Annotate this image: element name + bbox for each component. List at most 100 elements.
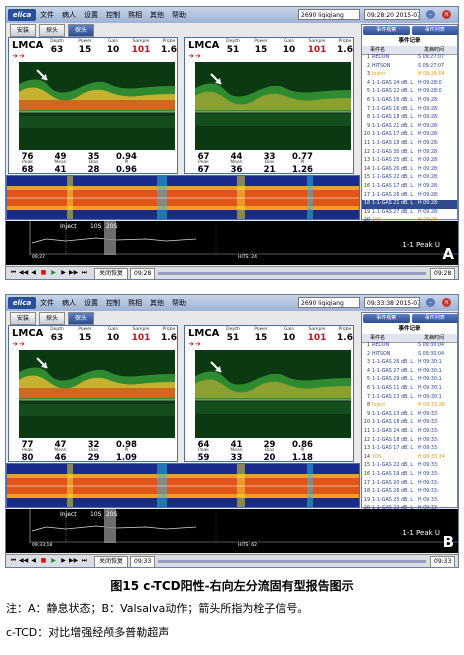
install-button[interactable]: 安装 xyxy=(10,24,37,37)
list-item[interactable]: 9 1-1-GAS 21 dB. L H 09:28: xyxy=(362,123,457,132)
list-item[interactable]: 18 1-1-GAS 26 dB. L H 09:33: xyxy=(362,488,457,497)
list-item[interactable]: 12 1-1-GAS 30 dB. L H 09:28: xyxy=(362,149,457,158)
menu-item-help[interactable]: 帮助 xyxy=(172,11,186,19)
menu-item-mode[interactable]: 熬相 xyxy=(128,299,142,307)
skip-start-icon[interactable]: ⏮ xyxy=(10,557,17,564)
list-item[interactable]: 5 1-1-GAS 22 dB. L H 09:28:0 xyxy=(362,88,457,97)
list-item[interactable]: 7 1-1-GAS 13 dB. L H 09:30:1 xyxy=(362,394,457,403)
stop-icon[interactable]: ■ xyxy=(40,269,47,276)
stop-icon[interactable]: ■ xyxy=(40,557,47,564)
menu-item-other[interactable]: 其他 xyxy=(150,11,164,19)
list-item[interactable]: 18 1-1-GAS 21 dB. L H 09:28: xyxy=(362,200,457,209)
list-item[interactable]: 201-1-GAS 22 dB. LH 09:33: xyxy=(362,505,457,514)
sample-value[interactable]: 101 xyxy=(307,333,327,343)
list-item[interactable]: 6 1-1-GAS 11 dB. L H 09:30:1 xyxy=(362,385,457,394)
list-item[interactable]: 9 1-1-GAS 13 dB. L H 09:33: xyxy=(362,411,457,420)
sample-value[interactable]: 101 xyxy=(131,333,151,343)
power-value[interactable]: 15 xyxy=(78,45,92,55)
list-item[interactable]: 11 1-1-GAS 18 dB. L H 09:28: xyxy=(362,140,457,149)
gain-value[interactable]: 10 xyxy=(282,333,296,343)
step-forward-icon[interactable]: ▶ xyxy=(61,269,66,276)
playback-slider[interactable] xyxy=(158,560,426,563)
depth-value[interactable]: 63 xyxy=(50,45,64,55)
power-value[interactable]: 15 xyxy=(78,333,92,343)
menu-item-patient[interactable]: 病人 xyxy=(62,11,76,19)
menu-item-control[interactable]: 控制 xyxy=(106,299,120,307)
skip-end-icon[interactable]: ⏭ xyxy=(81,557,88,564)
gain-value[interactable]: 10 xyxy=(106,333,120,343)
depth-value[interactable]: 51 xyxy=(226,333,240,343)
column-header-name[interactable]: 事件名 xyxy=(370,47,386,53)
install-button[interactable]: 安装 xyxy=(10,312,37,325)
list-item[interactable]: 19 1-1-GAS 27 dB. L H 09:28: xyxy=(362,209,457,218)
close-icon[interactable]: × xyxy=(442,10,451,19)
step-back-icon[interactable]: ◀ xyxy=(31,557,36,564)
rewind-icon[interactable]: ◀◀ xyxy=(19,269,29,276)
column-header-time[interactable]: 发病时间 xyxy=(424,47,445,53)
list-item[interactable]: 19 1-1-GAS 25 dB. L H 09:33: xyxy=(362,497,457,506)
list-item[interactable]: 14 1-1-GAS 26 dB. L H 09:28: xyxy=(362,166,457,175)
step-back-icon[interactable]: ◀ xyxy=(31,269,36,276)
list-item[interactable]: 10 1-1-GAS 18 dB. L H 09:33: xyxy=(362,419,457,428)
play-icon[interactable]: ▶ xyxy=(51,269,56,276)
probe-value[interactable]: 1.6 xyxy=(337,333,353,343)
gain-value[interactable]: 10 xyxy=(106,45,120,55)
patient-id-field[interactable]: 2690 liqiqiang xyxy=(298,297,360,308)
list-item[interactable]: 15 1-1-GAS 22 dB. L H 09:33: xyxy=(362,462,457,471)
list-item[interactable]: 7 1-1-GAS 16 dB. L H 09:28: xyxy=(362,106,457,115)
menu-item-patient[interactable]: 病人 xyxy=(62,299,76,307)
list-item[interactable]: 6 1-1-GAS 16 dB. L H 09:28: xyxy=(362,97,457,106)
event-list-button[interactable]: 事件列表 xyxy=(411,314,458,323)
list-item[interactable]: 14 10S H 09:33:34 xyxy=(362,454,457,463)
depth-value[interactable]: 51 xyxy=(226,45,240,55)
menu-item-file[interactable]: 文件 xyxy=(40,299,54,307)
list-item[interactable]: 12 1-1-GAS 18 dB. L H 09:33: xyxy=(362,437,457,446)
list-item[interactable]: 2 HITSON S 09:27:07 xyxy=(362,63,457,72)
event-view-button[interactable]: 事件观察 xyxy=(363,314,410,323)
event-view-button[interactable]: 事件观察 xyxy=(363,26,410,35)
sample-value[interactable]: 101 xyxy=(131,45,151,55)
power-value[interactable]: 15 xyxy=(254,45,268,55)
probe-button-1[interactable]: 探头 xyxy=(39,24,66,37)
probe-value[interactable]: 1.6 xyxy=(161,45,177,55)
list-item[interactable]: 1 RECON S 09:27:07 xyxy=(362,54,457,63)
rewind-icon[interactable]: ◀◀ xyxy=(19,557,29,564)
step-forward-icon[interactable]: ▶ xyxy=(61,557,66,564)
list-item[interactable]: 10 1-1-GAS 17 dB. L H 09:28: xyxy=(362,131,457,140)
fast-forward-icon[interactable]: ▶▶ xyxy=(69,269,79,276)
close-icon[interactable]: × xyxy=(442,298,451,307)
list-item[interactable]: 17 1-1-GAS 26 dB. L H 09:28: xyxy=(362,192,457,201)
fast-forward-icon[interactable]: ▶▶ xyxy=(69,557,79,564)
list-item[interactable]: 3 1-1-GAS 26 dB. L H 09:30:1 xyxy=(362,359,457,368)
list-item[interactable]: 15 1-1-GAS 22 dB. L H 09:28: xyxy=(362,174,457,183)
list-item[interactable]: 8 1-1-GAS 18 dB. L H 09:28: xyxy=(362,114,457,123)
list-item[interactable]: 8 Inject H 09:33:26 xyxy=(362,402,457,411)
close-restore-button[interactable]: 关闭恢复 xyxy=(94,268,129,279)
skip-start-icon[interactable]: ⏮ xyxy=(10,269,17,276)
skip-end-icon[interactable]: ⏭ xyxy=(81,269,88,276)
menu-item-mode[interactable]: 熬相 xyxy=(128,11,142,19)
close-restore-button[interactable]: 关闭恢复 xyxy=(94,556,129,567)
list-item[interactable]: 5 1-1-GAS 29 dB. L H 09:30:1 xyxy=(362,376,457,385)
column-header-name[interactable]: 事件名 xyxy=(370,335,386,341)
sample-value[interactable]: 101 xyxy=(307,45,327,55)
probe-button-2[interactable]: 探头 xyxy=(68,312,95,325)
probe-button-2[interactable]: 探头 xyxy=(68,24,95,37)
event-list-button[interactable]: 事件列表 xyxy=(411,26,458,35)
list-item[interactable]: 17 1-1-GAS 20 dB. L H 09:33: xyxy=(362,480,457,489)
probe-value[interactable]: 1.6 xyxy=(161,333,177,343)
play-icon[interactable]: ▶ xyxy=(51,557,56,564)
probe-value[interactable]: 1.6 xyxy=(337,45,353,55)
list-item[interactable]: 13 1-1-GAS 17 dB. L H 09:33: xyxy=(362,445,457,454)
minimize-icon[interactable]: – xyxy=(426,10,435,19)
depth-value[interactable]: 63 xyxy=(50,333,64,343)
menu-item-settings[interactable]: 设置 xyxy=(84,299,98,307)
menu-item-help[interactable]: 帮助 xyxy=(172,299,186,307)
menu-item-file[interactable]: 文件 xyxy=(40,11,54,19)
probe-button-1[interactable]: 探头 xyxy=(39,312,66,325)
gain-value[interactable]: 10 xyxy=(282,45,296,55)
playback-slider[interactable] xyxy=(158,272,426,275)
power-value[interactable]: 15 xyxy=(254,333,268,343)
menu-item-other[interactable]: 其他 xyxy=(150,299,164,307)
list-item[interactable]: 4 1-1-GAS 24 dB. L H 09:28:0 xyxy=(362,80,457,89)
